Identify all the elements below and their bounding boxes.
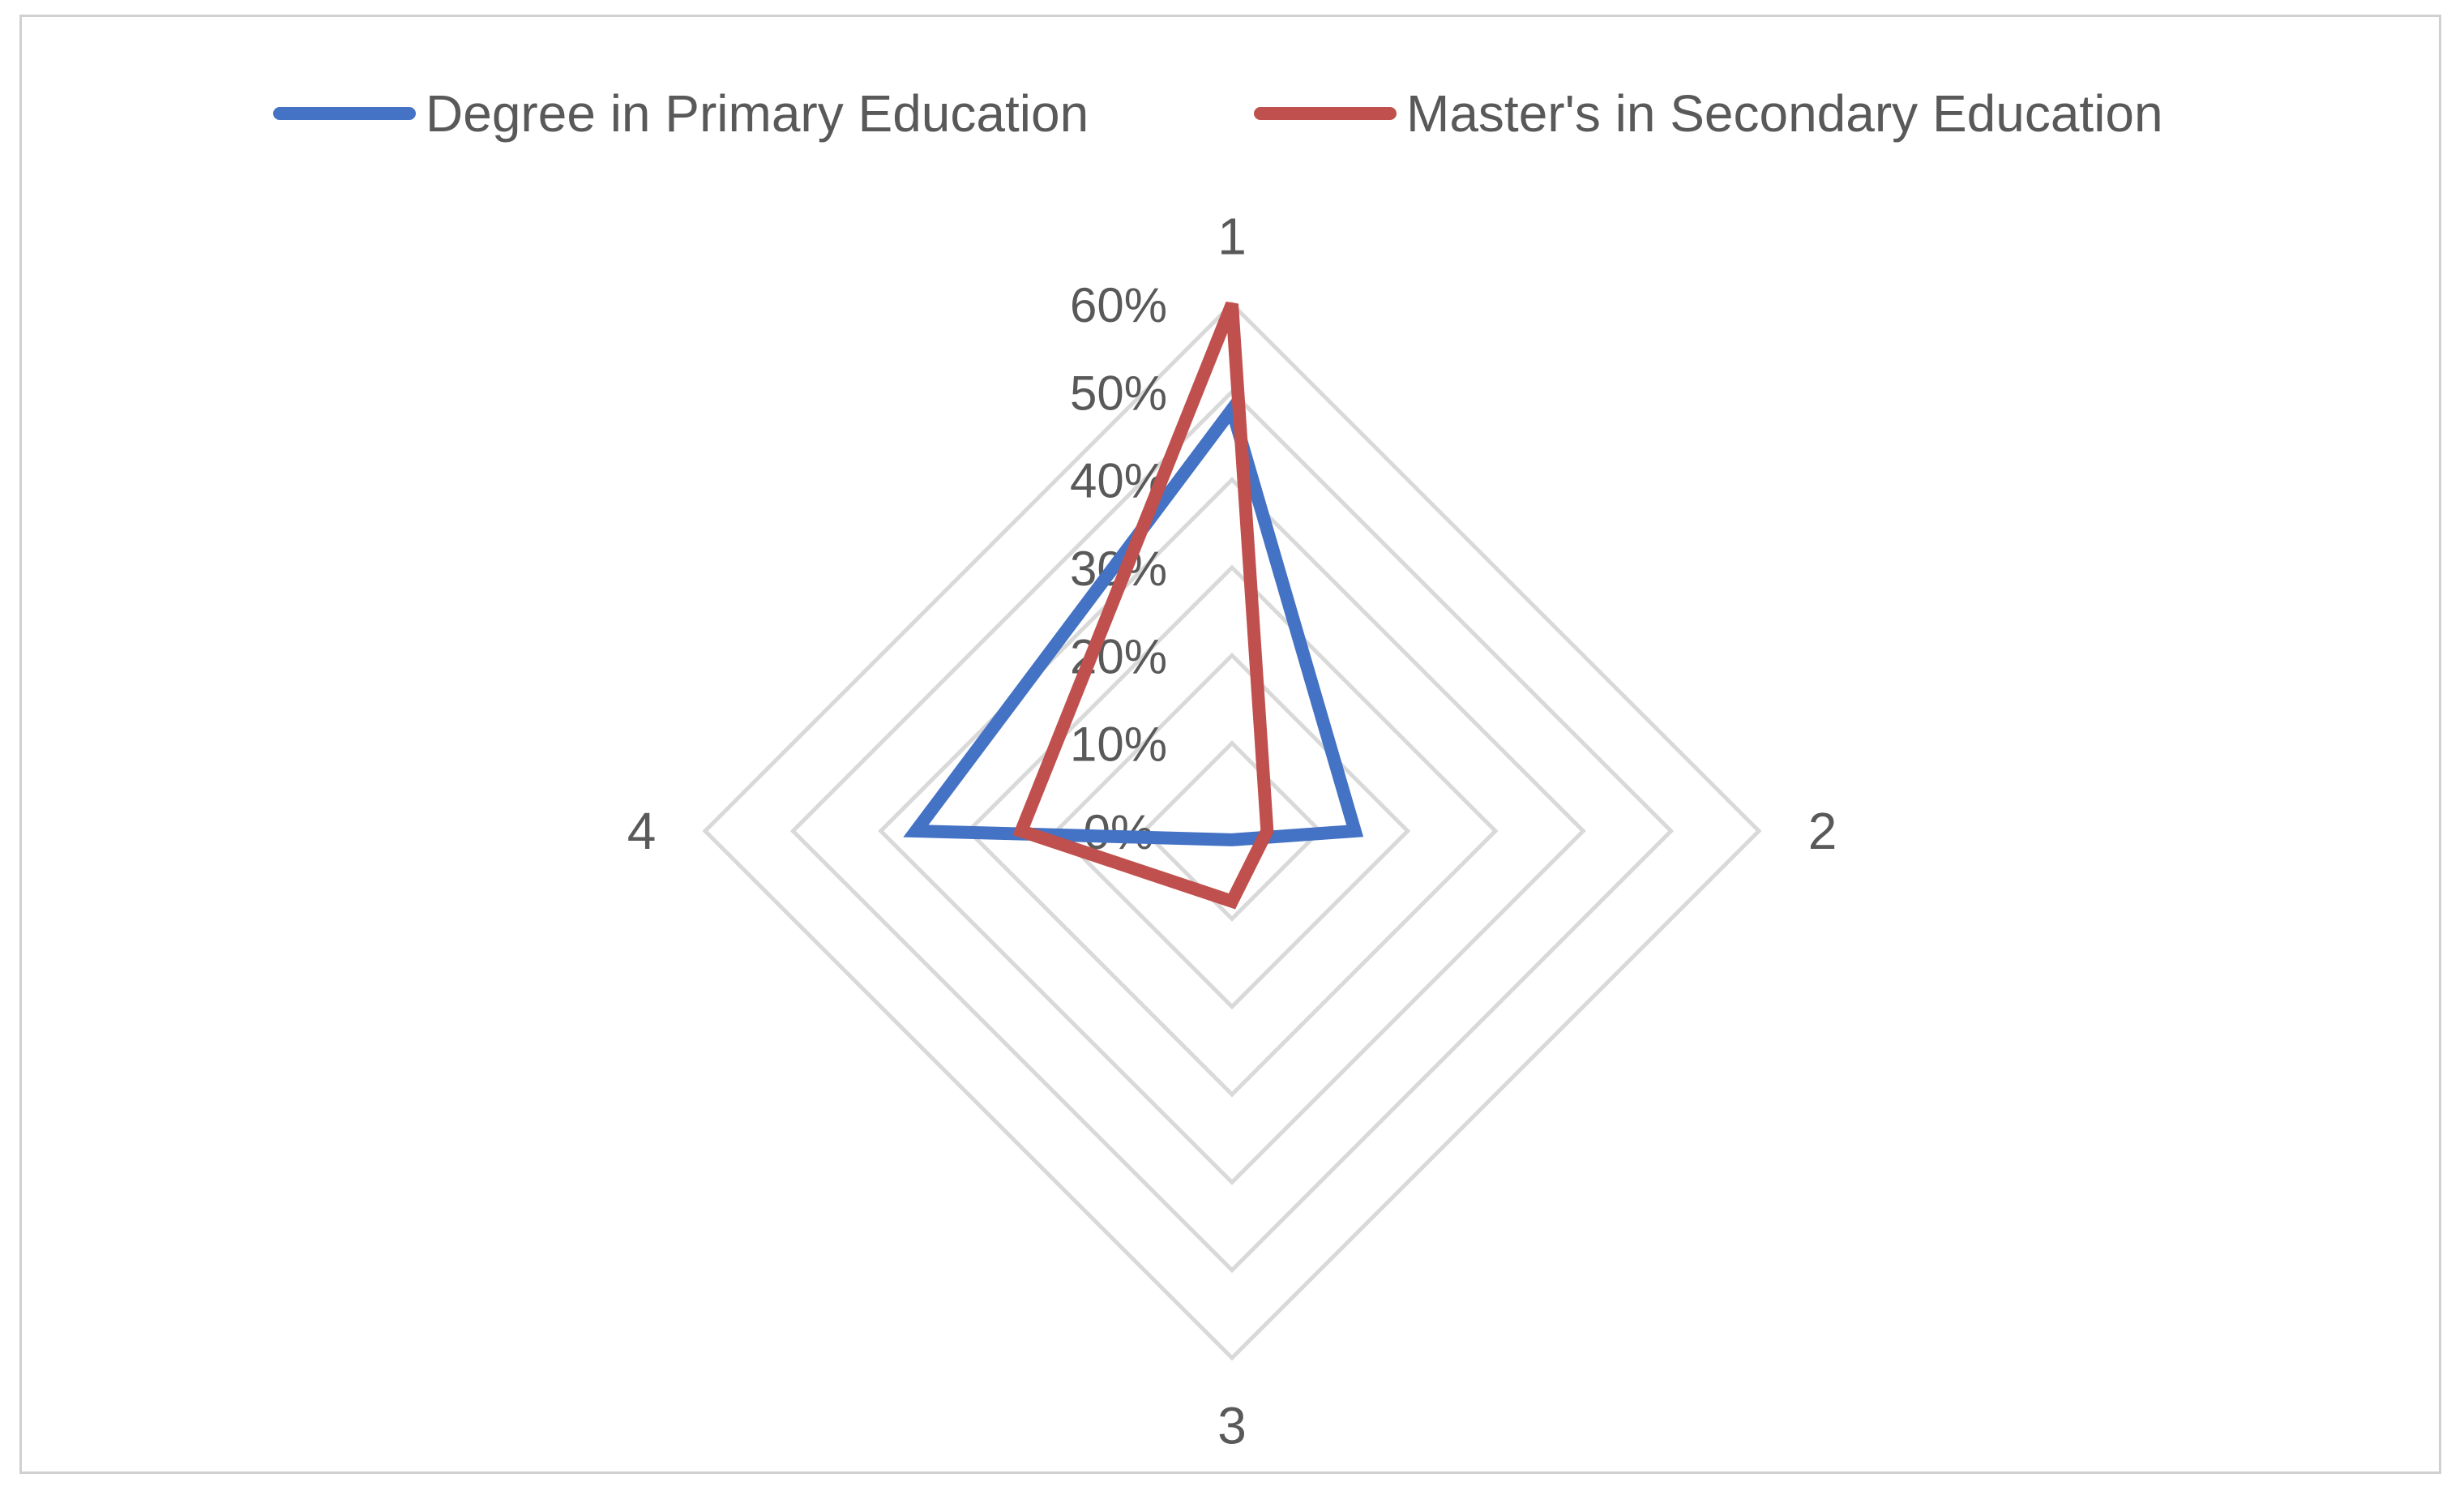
radial-tick-label: 50% bbox=[1070, 366, 1167, 420]
category-label: 1 bbox=[1217, 208, 1247, 266]
grid-ring bbox=[789, 388, 1675, 1274]
legend: Degree in Primary Education Master's in … bbox=[273, 84, 2163, 143]
category-label: 2 bbox=[1808, 802, 1837, 860]
radar-grid bbox=[702, 301, 1762, 1361]
radial-tick-label: 10% bbox=[1070, 718, 1167, 772]
series-line-2 bbox=[1012, 302, 1274, 910]
radial-tick-label: 60% bbox=[1070, 278, 1167, 332]
category-label: 4 bbox=[627, 802, 657, 860]
grid-ring bbox=[1141, 740, 1323, 922]
grid-ring bbox=[1053, 652, 1411, 1010]
legend-label-series-2: Master's in Secondary Education bbox=[1406, 84, 2163, 143]
category-label: 3 bbox=[1217, 1397, 1247, 1455]
legend-entry-series-2: Master's in Secondary Education bbox=[1254, 84, 2163, 143]
legend-entry-series-1: Degree in Primary Education bbox=[273, 84, 1089, 143]
legend-label-series-1: Degree in Primary Education bbox=[426, 84, 1089, 143]
series-layer bbox=[903, 302, 1364, 910]
category-labels: 1 2 3 4 bbox=[627, 208, 1837, 1455]
grid-ring bbox=[702, 301, 1762, 1361]
series-line-1 bbox=[903, 395, 1364, 846]
